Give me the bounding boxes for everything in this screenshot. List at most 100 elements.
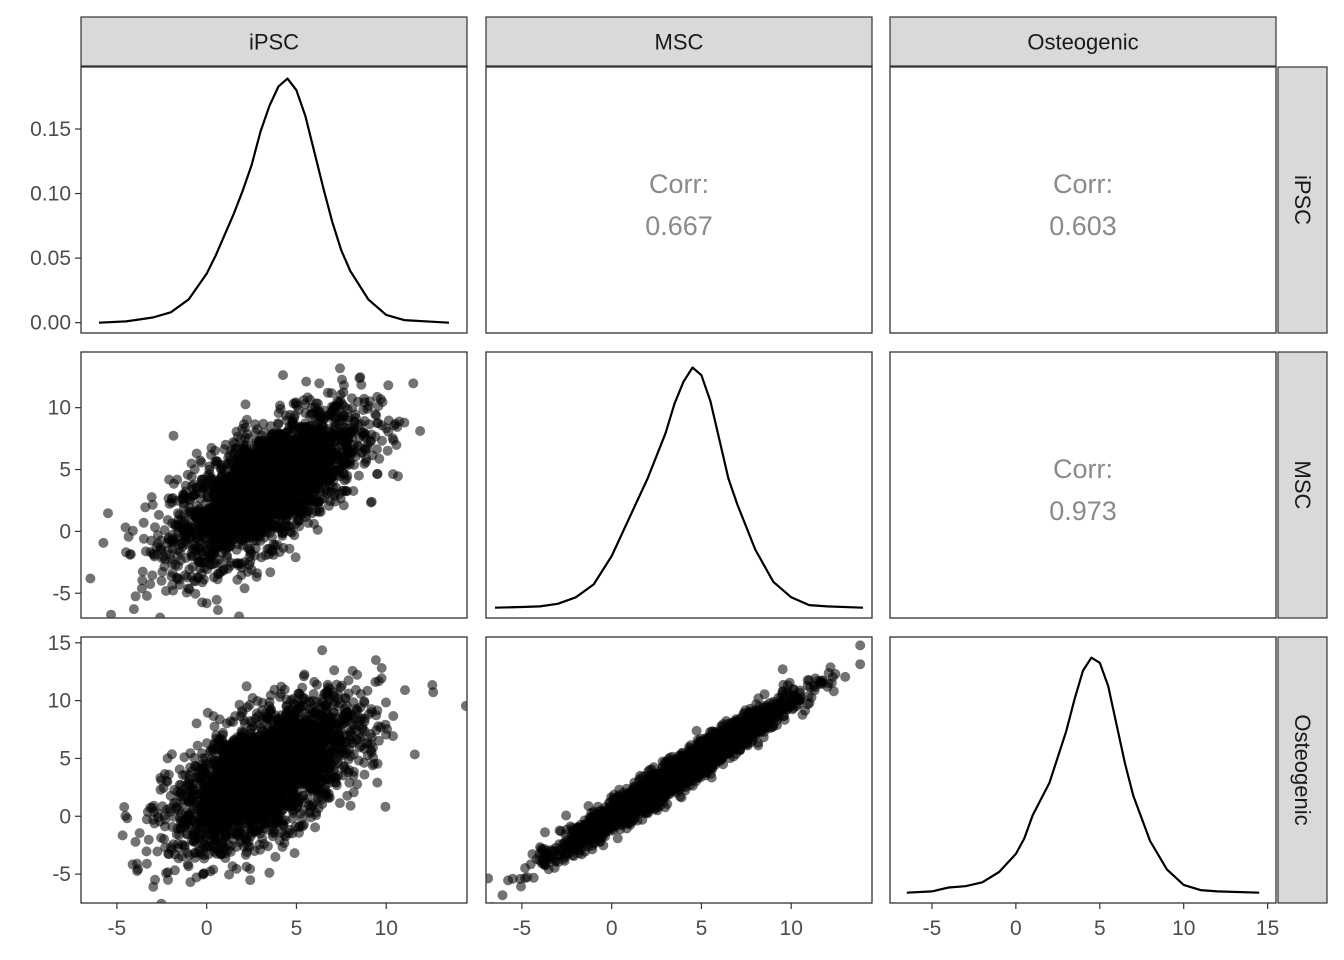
scatter-point [141,814,152,825]
scatter-point [290,552,301,563]
scatter-point [275,400,285,411]
scatter-point [248,476,259,487]
scatter-point [231,524,242,535]
strip-right-box [1277,351,1328,619]
scatter-point [158,551,169,562]
strip-top-ipsc: iPSC [80,16,468,67]
scatter-point [286,527,297,538]
scatter-point [130,591,141,602]
panel-border [485,351,873,619]
scatter-point [197,526,208,537]
strip-right-label: iPSC [1290,175,1315,225]
scatter-point [280,451,291,462]
scatter-point [132,866,143,876]
scatter-point [260,498,271,509]
scatter-point [266,464,277,475]
scatter-point [142,806,153,817]
scatter-point [253,711,264,722]
scatter-point [249,497,260,508]
scatter-point [279,838,290,848]
scatter-point [268,549,279,560]
scatter-point [178,501,189,512]
scatter-point [147,570,158,581]
scatter-point [254,436,265,446]
scatter-point [225,557,236,568]
scatter-point [199,853,210,864]
scatter-point [381,697,391,708]
scatter-point [242,468,253,479]
scatter-point [289,848,300,859]
scatter-point [189,464,200,475]
scatter-point [316,494,327,505]
scatter-point [167,558,178,569]
scatter-point [186,551,197,562]
strip-top-box [889,16,1277,67]
scatter-point [295,484,306,495]
scatter-point [366,496,377,507]
scatter-point [156,832,167,843]
scatter-point [206,506,217,517]
scatter-point [242,543,253,553]
scatter-point [98,537,109,548]
scatter-point [376,663,387,673]
scatter-point [191,718,202,729]
scatter-point [264,867,275,878]
scatter-point [324,431,335,442]
scatter-point [328,403,339,414]
scatter-point [162,515,173,525]
scatter-point [215,509,226,520]
scatter-point [310,822,321,833]
scatter-point [353,441,364,452]
scatter-point [270,851,281,862]
scatter-point [354,373,365,384]
scatter-point [224,479,235,490]
scatter-point [315,424,326,435]
scatter-point [190,588,201,599]
panel-background [486,67,872,333]
scatter-point [146,535,157,546]
scatter-point [415,426,426,436]
scatter-point [153,812,164,823]
panel-background [486,352,872,618]
scatter-point [371,444,382,455]
scatter-point [225,541,235,552]
scatter-point [372,777,383,788]
scatter-point [246,724,256,735]
scatter-point [265,453,276,464]
scatter-point [294,689,305,700]
scatter-point [245,556,256,567]
scatter-point [194,823,205,834]
scatter-point [359,769,370,780]
scatter-point [377,435,387,446]
strip-right-label: MSC [1290,461,1315,510]
scatter-point [130,836,141,847]
scatter-point [183,861,194,872]
scatter-point [334,429,344,440]
scatter-point [265,567,276,578]
scatter-point [192,740,203,751]
scatter-point [330,713,341,723]
scatter-point [150,874,160,885]
scatter-point [338,460,349,470]
scatter-point [334,798,345,809]
scatter-point [201,598,212,609]
scatter-point [232,574,243,585]
panel-background [890,352,1276,618]
scatter-point [120,522,131,533]
scatter-point [340,422,351,433]
scatter-point [345,751,356,762]
scatter-point [279,429,290,440]
panel-border [80,66,468,334]
scatter-point [334,467,345,478]
scatter-point [335,363,345,374]
scatter-points [85,363,426,618]
scatter-point [146,492,157,503]
scatter-point [309,767,320,778]
scatter-point [141,590,152,601]
scatter-point [337,374,347,385]
scatter-point [371,410,382,421]
scatter-point [143,834,154,845]
scatter-point [197,577,208,588]
scatter-point [359,458,370,469]
corr-value: 0.973 [1049,496,1117,526]
